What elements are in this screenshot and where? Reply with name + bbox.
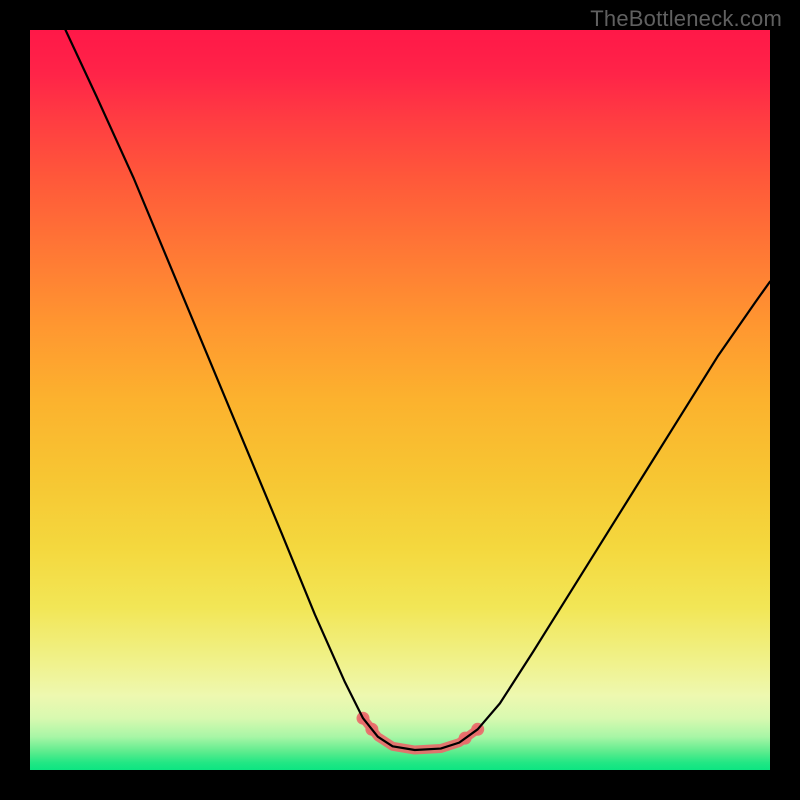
bottleneck-curve	[66, 30, 770, 750]
chart-curve-layer	[30, 30, 770, 770]
plot-area	[30, 30, 770, 770]
watermark-text: TheBottleneck.com	[590, 6, 782, 32]
